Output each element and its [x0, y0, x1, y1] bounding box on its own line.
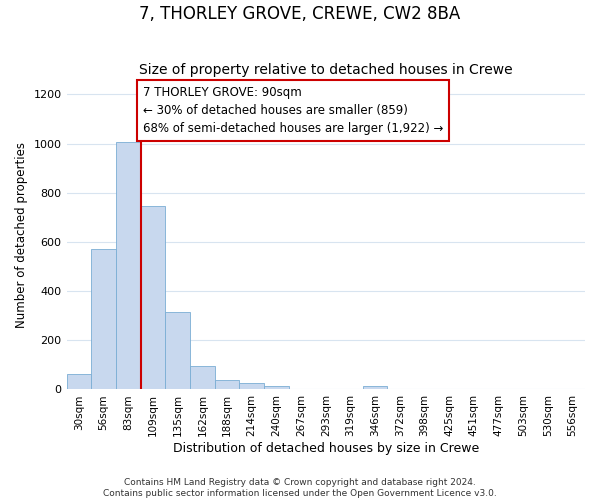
Bar — [140, 206, 165, 390]
Title: Size of property relative to detached houses in Crewe: Size of property relative to detached ho… — [139, 63, 512, 77]
Bar — [215, 380, 239, 390]
Bar — [116, 142, 140, 390]
Bar — [67, 374, 91, 390]
X-axis label: Distribution of detached houses by size in Crewe: Distribution of detached houses by size … — [173, 442, 479, 455]
Text: 7 THORLEY GROVE: 90sqm
← 30% of detached houses are smaller (859)
68% of semi-de: 7 THORLEY GROVE: 90sqm ← 30% of detached… — [143, 86, 443, 134]
Bar — [363, 386, 388, 390]
Bar — [91, 250, 116, 390]
Bar — [264, 386, 289, 390]
Bar — [190, 366, 215, 390]
Text: Contains HM Land Registry data © Crown copyright and database right 2024.
Contai: Contains HM Land Registry data © Crown c… — [103, 478, 497, 498]
Y-axis label: Number of detached properties: Number of detached properties — [15, 142, 28, 328]
Bar — [239, 384, 264, 390]
Bar — [165, 312, 190, 390]
Text: 7, THORLEY GROVE, CREWE, CW2 8BA: 7, THORLEY GROVE, CREWE, CW2 8BA — [139, 5, 461, 23]
